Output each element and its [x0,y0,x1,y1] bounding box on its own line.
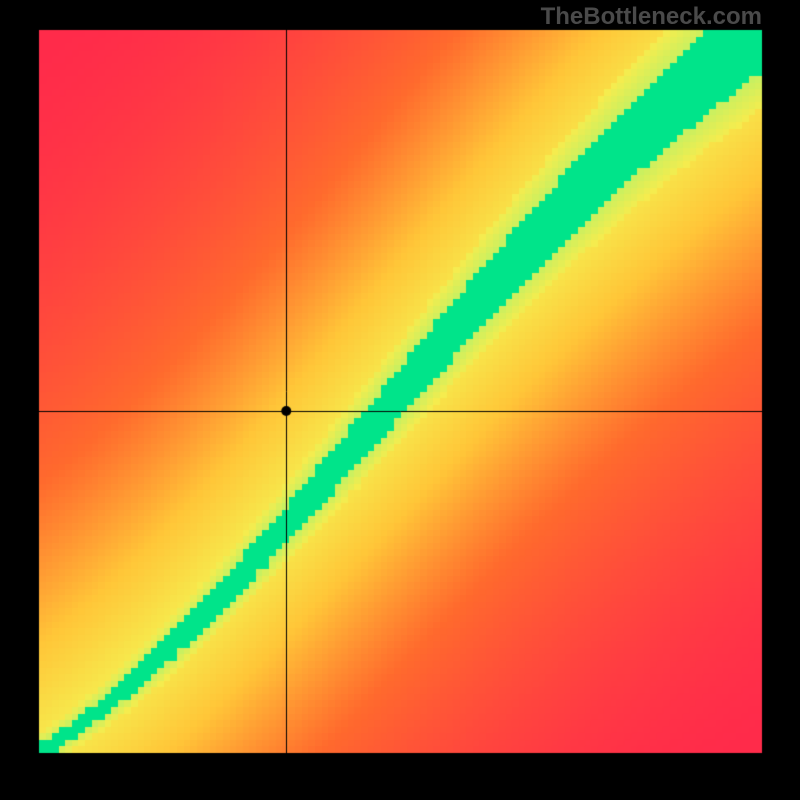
chart-container: { "chart": { "type": "heatmap", "aspect_… [0,0,800,800]
bottleneck-heatmap [0,0,800,800]
watermark-text: TheBottleneck.com [541,3,762,31]
